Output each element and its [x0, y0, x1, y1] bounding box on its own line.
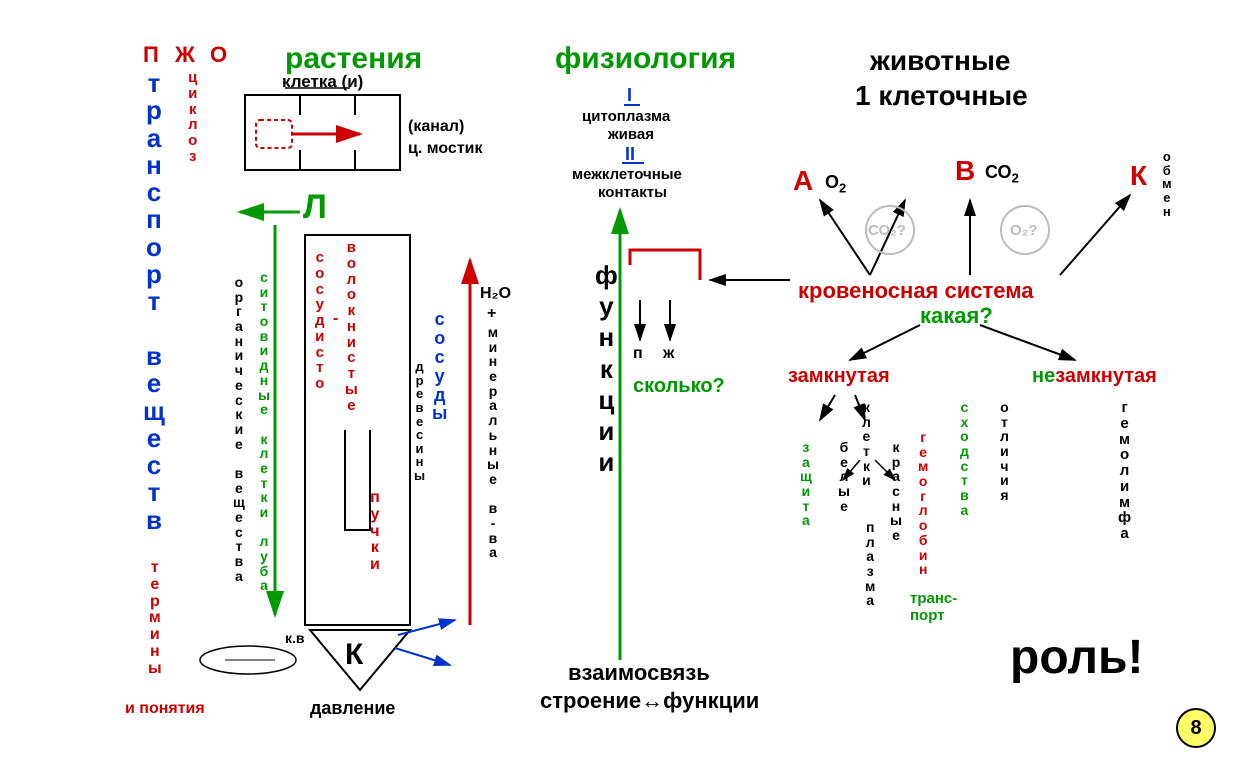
kletka-label: клетка (и): [282, 72, 363, 92]
CO2-label: СО2: [985, 162, 1019, 186]
mineral-vertical: минеральные в-ва: [487, 325, 499, 560]
plus-label: +: [487, 305, 496, 323]
sf-label: строение↔функции: [540, 688, 759, 714]
transport-veshestv-vertical: транспорт веществ: [143, 70, 166, 534]
cikloz-vertical: циклоз: [188, 70, 198, 165]
puchki-vertical: пучки: [370, 490, 380, 574]
page-number-badge: 8: [1176, 708, 1216, 748]
roman-II: II: [625, 144, 635, 165]
zh-label: ж: [663, 345, 674, 363]
nezamkn-label: незамкнутая: [1032, 365, 1157, 388]
davlenie-label: давление: [310, 698, 395, 719]
K-letter: К: [345, 638, 363, 672]
krasnye-vertical: красные: [890, 440, 902, 543]
zashita-vertical: защита: [800, 440, 812, 528]
shodstva-vertical: сходства: [960, 400, 969, 518]
fiziologiya-header: физиология: [555, 42, 736, 76]
dash: -: [333, 310, 338, 328]
sosudy-vertical: сосуды: [432, 310, 447, 423]
K-letter-2: К: [1130, 160, 1147, 192]
volokn-vertical: волокнистые: [345, 240, 358, 413]
obmen-vertical: обмен: [1162, 150, 1172, 218]
organich-vertical: органические вещества: [233, 275, 245, 583]
kakaya-label: какая?: [920, 303, 993, 329]
belye-vertical: белые: [838, 440, 850, 513]
krov-label: кровеносная система: [798, 278, 1033, 304]
transport-label: транс- порт: [910, 590, 957, 624]
otlichiya-vertical: отличия: [1000, 400, 1009, 503]
A-letter: А: [793, 165, 813, 197]
CO2q-gray: СО₂?: [868, 222, 906, 239]
odnokl-header: 1 клеточные: [855, 80, 1028, 112]
roman-I: I: [627, 85, 632, 106]
plazma-vertical: плазма: [865, 520, 875, 608]
zhivaya-label: живая: [608, 126, 654, 143]
letter-P: П: [143, 42, 159, 68]
rasteniya-header: растения: [285, 42, 422, 76]
p-label: п: [633, 345, 643, 363]
O2q-gray: О₂?: [1010, 222, 1038, 239]
mostik-label: ц. мостик: [408, 140, 483, 158]
B-letter: В: [955, 155, 975, 187]
mezhkl-label: межклеточные: [572, 166, 682, 183]
i-ponyatiya: и понятия: [125, 700, 205, 718]
funkcii-vertical: функции: [595, 260, 618, 478]
citoplazma-label: цитоплазма: [582, 108, 670, 125]
gemoglobin-vertical: гемоглобин: [918, 430, 928, 577]
vzaim-label: взаимосвязь: [568, 660, 710, 686]
L-letter: Л: [303, 188, 327, 227]
kontakty-label: контакты: [598, 184, 667, 201]
letter-Zh: Ж: [175, 42, 195, 68]
sito-vertical: ситовидные клетки луба: [258, 270, 270, 593]
kanal-label: (канал): [408, 118, 464, 136]
zhivotnye-header: животные: [870, 45, 1010, 77]
skolko-label: сколько?: [633, 375, 725, 398]
rol-big: роль!: [1010, 630, 1143, 685]
gemolimfa-vertical: гемолимфа: [1118, 400, 1131, 542]
drev-vertical: древесины: [414, 360, 425, 483]
kv-label: к.в: [285, 630, 305, 646]
h2o-label: H₂O: [480, 285, 511, 303]
terminy-vertical: термины: [148, 560, 162, 678]
sosud-vertical: сосудисто: [315, 250, 325, 392]
O2-label: О2: [825, 172, 846, 196]
kletki-vertical: клетки: [862, 400, 871, 488]
zamkn-label: замкнутая: [788, 365, 890, 388]
letter-O: О: [210, 42, 227, 68]
